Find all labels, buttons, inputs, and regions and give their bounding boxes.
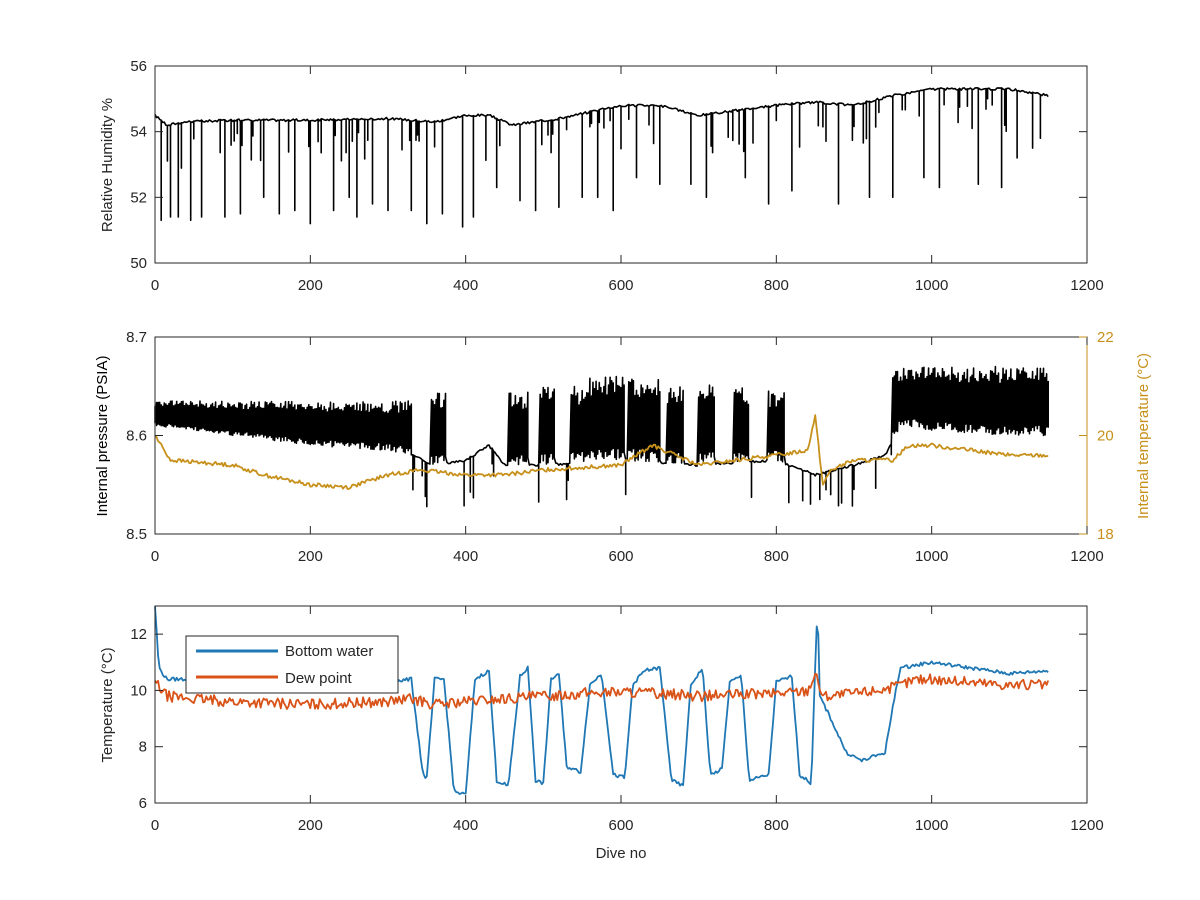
x-tick-label: 1200 (1070, 548, 1103, 565)
x-tick-label: 400 (453, 817, 478, 834)
series-1-1-line (154, 414, 1049, 490)
legend-label-bottom-water: Bottom water (285, 643, 373, 660)
y-tick-label: 54 (130, 124, 147, 141)
series-0-0-line (154, 87, 1049, 228)
legend-box (185, 635, 399, 694)
x-tick-label: 0 (151, 548, 159, 565)
legend: Bottom water Dew point (185, 635, 399, 694)
x-tick-label: 400 (453, 277, 478, 294)
x-tick-label: 800 (764, 277, 789, 294)
x-tick-label: 1200 (1070, 277, 1103, 294)
x-tick-label: 400 (453, 548, 478, 565)
pressure-panel: 0 200 400 600 800 1000 1200 8.5 8.6 8.7 18 20 22 I… (94, 329, 1152, 565)
y-tick-label: 10 (130, 682, 147, 699)
humidity-plot-area (154, 87, 1049, 228)
pressure-y-ticks: 8.5 8.6 8.7 (126, 329, 163, 543)
pressure-plot-area (154, 365, 1049, 508)
y-tick-label: 8 (139, 739, 147, 756)
internal-temperature-y-axis-label: Internal temperature (°C) (1135, 353, 1152, 519)
x-tick-label: 800 (764, 817, 789, 834)
pressure-y-axis-label: Internal pressure (PSIA) (94, 356, 111, 517)
humidity-y-axis-label: Relative Humidity % (99, 98, 116, 232)
x-tick-label: 200 (298, 548, 323, 565)
y-tick-label: 6 (139, 795, 147, 812)
x-tick-label: 200 (298, 277, 323, 294)
x-tick-label: 1000 (915, 817, 948, 834)
x-tick-label: 600 (608, 277, 633, 294)
humidity-y-ticks: 50 52 54 56 (130, 58, 1087, 272)
x-tick-label: 600 (608, 817, 633, 834)
y-tick-label: 56 (130, 58, 147, 75)
y2-tick-label: 18 (1097, 526, 1114, 543)
humidity-panel: 0 200 400 600 800 1000 1200 50 52 54 56 Relative … (99, 58, 1104, 294)
temperature-y-axis-label: Temperature (°C) (99, 647, 116, 762)
pressure-x-ticks: 0 200 400 600 800 1000 1200 (151, 337, 1104, 565)
humidity-x-ticks: 0 200 400 600 800 1000 1200 (151, 66, 1104, 294)
y-tick-label: 8.7 (126, 329, 147, 346)
y2-tick-label: 20 (1097, 428, 1114, 445)
temperature-panel: 0 200 400 600 800 1000 1200 6 8 10 12 Temperature… (99, 605, 1104, 862)
x-tick-label: 0 (151, 817, 159, 834)
x-tick-label: 1200 (1070, 817, 1103, 834)
x-tick-label: 0 (151, 277, 159, 294)
x-tick-label: 800 (764, 548, 789, 565)
y-tick-label: 8.6 (126, 428, 147, 445)
y-tick-label: 12 (130, 626, 147, 643)
dew-point-line (154, 672, 1050, 710)
temperature-x-ticks: 0 200 400 600 800 1000 1200 (151, 606, 1104, 834)
y-tick-label: 50 (130, 255, 147, 272)
legend-label-dew-point: Dew point (285, 670, 353, 687)
x-axis-label: Dive no (596, 845, 647, 862)
y2-tick-label: 22 (1097, 329, 1114, 346)
y-tick-label: 8.5 (126, 526, 147, 543)
x-tick-label: 200 (298, 817, 323, 834)
temperature-right-y-ticks: 18 20 22 (1079, 329, 1114, 543)
x-tick-label: 600 (608, 548, 633, 565)
y-tick-label: 52 (130, 189, 147, 206)
x-tick-label: 1000 (915, 548, 948, 565)
x-tick-label: 1000 (915, 277, 948, 294)
temperature-y-ticks: 6 8 10 12 (130, 626, 1087, 812)
series-1-0-line (154, 365, 1049, 508)
